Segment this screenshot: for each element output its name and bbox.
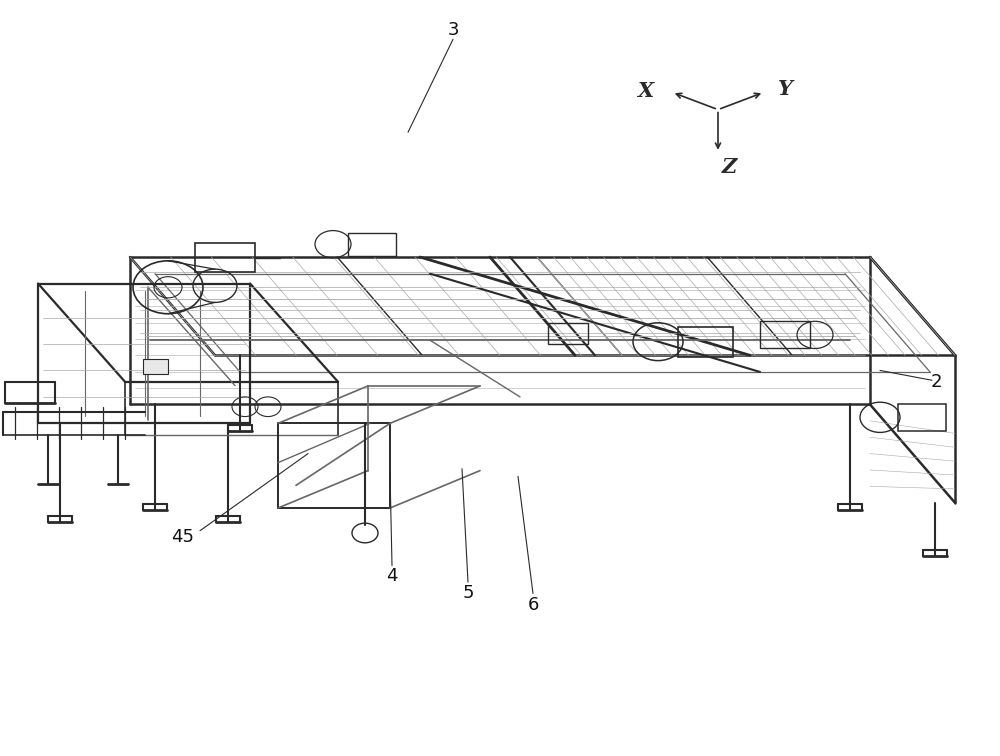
Text: 45: 45 [172, 528, 194, 546]
Text: 4: 4 [386, 567, 398, 585]
FancyBboxPatch shape [143, 359, 168, 374]
Text: Y: Y [778, 79, 793, 99]
Text: 5: 5 [462, 584, 474, 603]
Text: 6: 6 [527, 596, 539, 614]
Text: 3: 3 [447, 21, 459, 39]
Text: 2: 2 [930, 373, 942, 391]
Text: X: X [637, 81, 653, 101]
Text: Z: Z [722, 157, 737, 177]
